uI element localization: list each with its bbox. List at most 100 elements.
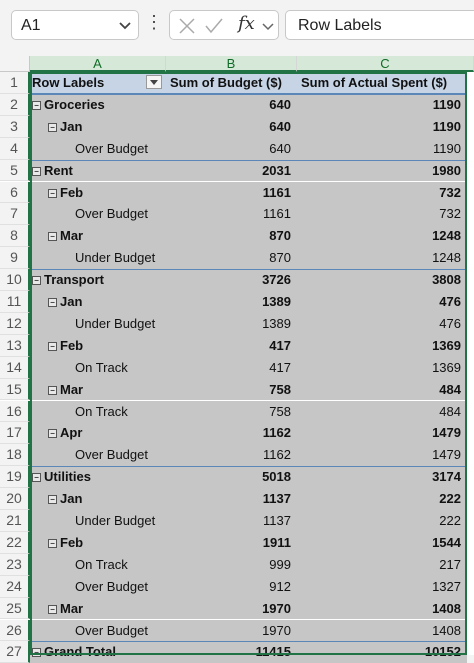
pivot-value-actual[interactable]: 222 [297,510,467,532]
pivot-value-actual[interactable]: 1408 [297,597,467,620]
pivot-row-label[interactable]: − Rent [30,159,166,182]
chevron-down-icon[interactable] [262,20,274,32]
row-header[interactable]: 1 [0,72,30,94]
pivot-row-label[interactable]: On Track [30,400,166,423]
pivot-value-budget[interactable]: 417 [166,356,297,379]
pivot-value-budget[interactable]: 640 [166,115,297,138]
row-header[interactable]: 25 [0,597,30,620]
row-header[interactable]: 5 [0,159,30,182]
collapse-icon[interactable]: − [48,495,57,505]
pivot-value-budget[interactable]: 1137 [166,510,297,532]
collapse-icon[interactable]: − [48,604,57,614]
row-header[interactable]: 27 [0,641,30,663]
pivot-value-actual[interactable]: 3808 [297,269,467,291]
collapse-icon[interactable]: − [32,648,41,658]
pivot-value-actual[interactable]: 1479 [297,444,467,467]
pivot-value-budget[interactable]: 870 [166,225,297,248]
pivot-value-budget[interactable]: 1162 [166,444,297,467]
collapse-icon[interactable]: − [48,232,57,242]
filter-dropdown-icon[interactable] [146,75,162,89]
pivot-value-actual[interactable]: 484 [297,378,467,401]
pivot-row-label[interactable]: − Feb [30,181,166,204]
pivot-value-actual[interactable]: 1408 [297,619,467,642]
pivot-value-budget[interactable]: 758 [166,378,297,401]
collapse-icon[interactable]: − [48,385,57,395]
collapse-icon[interactable]: − [48,188,57,198]
pivot-row-label[interactable]: − Utilities [30,466,166,489]
pivot-value-actual[interactable]: 476 [297,312,467,335]
row-header[interactable]: 14 [0,356,30,379]
pivot-row-label[interactable]: − Jan [30,115,166,138]
pivot-value-actual[interactable]: 476 [297,291,467,313]
collapse-icon[interactable]: − [32,166,41,176]
cancel-icon[interactable] [178,17,196,35]
pivot-value-budget[interactable]: 11415 [166,641,297,663]
collapse-icon[interactable]: − [48,341,57,351]
pivot-value-budget[interactable]: 640 [166,93,297,116]
pivot-value-actual[interactable]: 1369 [297,356,467,379]
pivot-row-label[interactable]: − Transport [30,269,166,291]
pivot-row-label[interactable]: − Mar [30,597,166,620]
pivot-value-budget[interactable]: 1137 [166,488,297,510]
pivot-row-label[interactable]: − Jan [30,488,166,510]
pivot-value-actual[interactable]: 1190 [297,93,467,116]
pivot-value-budget[interactable]: 999 [166,553,297,576]
name-box[interactable]: A1 [11,10,139,40]
collapse-icon[interactable]: − [32,276,41,286]
pivot-row-label[interactable]: Under Budget [30,312,166,335]
row-header[interactable]: 22 [0,531,30,554]
collapse-icon[interactable]: − [48,298,57,307]
row-header[interactable]: 26 [0,619,30,642]
pivot-value-budget[interactable]: 912 [166,575,297,598]
row-header[interactable]: 8 [0,225,30,248]
pivot-header-budget[interactable]: Sum of Budget ($) [166,72,297,94]
pivot-value-budget[interactable]: 1389 [166,291,297,313]
pivot-header-actual[interactable]: Sum of Actual Spent ($) [297,72,467,94]
enter-icon[interactable] [204,17,224,35]
pivot-header-row-labels[interactable]: Row Labels [30,72,166,94]
collapse-icon[interactable]: − [32,100,41,110]
pivot-row-label[interactable]: Under Budget [30,247,166,270]
pivot-value-budget[interactable]: 5018 [166,466,297,489]
pivot-value-actual[interactable]: 1980 [297,159,467,182]
pivot-row-label[interactable]: − Grand Total [30,641,166,663]
pivot-row-label[interactable]: − Mar [30,225,166,248]
pivot-value-actual[interactable]: 222 [297,488,467,510]
pivot-row-label[interactable]: On Track [30,356,166,379]
pivot-value-budget[interactable]: 758 [166,400,297,423]
pivot-value-actual[interactable]: 1190 [297,137,467,160]
pivot-value-actual[interactable]: 1479 [297,422,467,445]
pivot-row-label[interactable]: Over Budget [30,203,166,226]
pivot-value-budget[interactable]: 417 [166,334,297,357]
pivot-value-actual[interactable]: 1369 [297,334,467,357]
pivot-value-budget[interactable]: 1911 [166,531,297,554]
row-header[interactable]: 18 [0,444,30,467]
pivot-row-label[interactable]: Over Budget [30,619,166,642]
pivot-row-label[interactable]: − Jan [30,291,166,313]
row-header[interactable]: 23 [0,553,30,576]
row-header[interactable]: 24 [0,575,30,598]
pivot-value-budget[interactable]: 1970 [166,619,297,642]
pivot-row-label[interactable]: Over Budget [30,575,166,598]
row-header[interactable]: 17 [0,422,30,445]
pivot-value-actual[interactable]: 1544 [297,531,467,554]
pivot-row-label[interactable]: − Feb [30,531,166,554]
chevron-down-icon[interactable] [118,18,132,32]
pivot-row-label[interactable]: Under Budget [30,510,166,532]
row-header[interactable]: 21 [0,510,30,532]
pivot-value-budget[interactable]: 1970 [166,597,297,620]
collapse-icon[interactable]: − [48,429,57,439]
pivot-value-budget[interactable]: 1389 [166,312,297,335]
row-header[interactable]: 19 [0,466,30,489]
row-header[interactable]: 6 [0,181,30,204]
row-header[interactable]: 11 [0,291,30,313]
pivot-row-label[interactable]: Over Budget [30,444,166,467]
pivot-row-label[interactable]: Over Budget [30,137,166,160]
row-header[interactable]: 4 [0,137,30,160]
row-header[interactable]: 12 [0,312,30,335]
pivot-value-actual[interactable]: 732 [297,203,467,226]
row-header[interactable]: 2 [0,93,30,116]
pivot-row-label[interactable]: − Mar [30,378,166,401]
pivot-value-budget[interactable]: 1161 [166,203,297,226]
row-header[interactable]: 16 [0,400,30,423]
